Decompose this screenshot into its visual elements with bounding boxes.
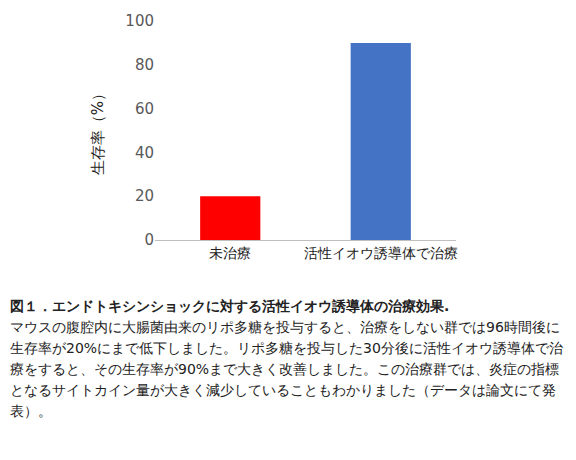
svg-text:0: 0: [144, 231, 154, 249]
svg-text:40: 40: [135, 144, 154, 162]
svg-text:80: 80: [135, 56, 154, 74]
svg-text:20: 20: [135, 187, 154, 205]
svg-text:活性イオウ誘導体で治療: 活性イオウ誘導体で治療: [304, 245, 458, 261]
svg-text:未治療: 未治療: [209, 245, 251, 261]
svg-text:60: 60: [135, 100, 154, 118]
svg-text:生存率（%）: 生存率（%）: [89, 86, 107, 175]
html-text:図１．エンドトキシンショックに対する活性イオウ誘導体の治療効: 図１．エンドトキシンショックに対する活性イオウ誘導体の治療効果.: [10, 298, 450, 314]
svg-text:100: 100: [125, 12, 154, 30]
html-text:マウスの腹腔内に大腸菌由来のリポ多糖を投与すると、治療をしな: マウスの腹腔内に大腸菌由来のリポ多糖を投与すると、治療をしない群では96時間後に…: [10, 319, 563, 419]
